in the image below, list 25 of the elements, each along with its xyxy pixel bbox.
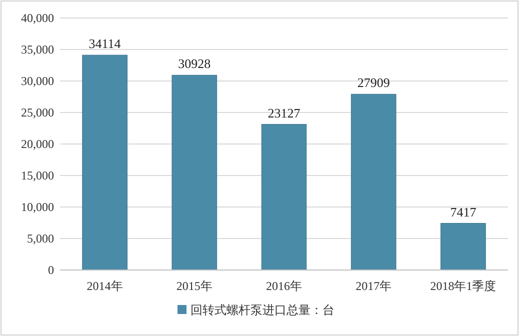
y-tick-label: 20,000 [21, 137, 54, 151]
x-tick-label: 2015年 [176, 279, 212, 293]
y-tick-label: 30,000 [21, 74, 54, 88]
x-tick-label: 2018年1季度 [430, 279, 496, 293]
y-tick-label: 40,000 [21, 11, 54, 25]
y-tick-label: 15,000 [21, 168, 54, 182]
x-tick-label: 2017年 [356, 279, 392, 293]
x-tick-label: 2014年 [86, 279, 123, 293]
x-tick-label: 2016年 [266, 279, 302, 293]
data-label: 7417 [450, 204, 477, 220]
y-tick-label: 0 [48, 263, 54, 277]
data-label: 30928 [178, 56, 211, 72]
y-tick-label: 5,000 [27, 232, 54, 246]
data-label: 27909 [357, 75, 390, 90]
data-label: 23127 [268, 105, 301, 120]
y-tick-label: 35,000 [21, 42, 54, 56]
legend-label: 回转式螺杆泵进口总量：台 [190, 303, 334, 317]
bar [172, 74, 218, 270]
data-label: 34114 [88, 36, 122, 52]
bar [82, 54, 128, 270]
y-tick-label: 25,000 [21, 106, 54, 120]
bar [261, 124, 307, 270]
y-tick-label: 10,000 [21, 200, 54, 214]
bar [440, 223, 486, 270]
bar [350, 94, 396, 270]
